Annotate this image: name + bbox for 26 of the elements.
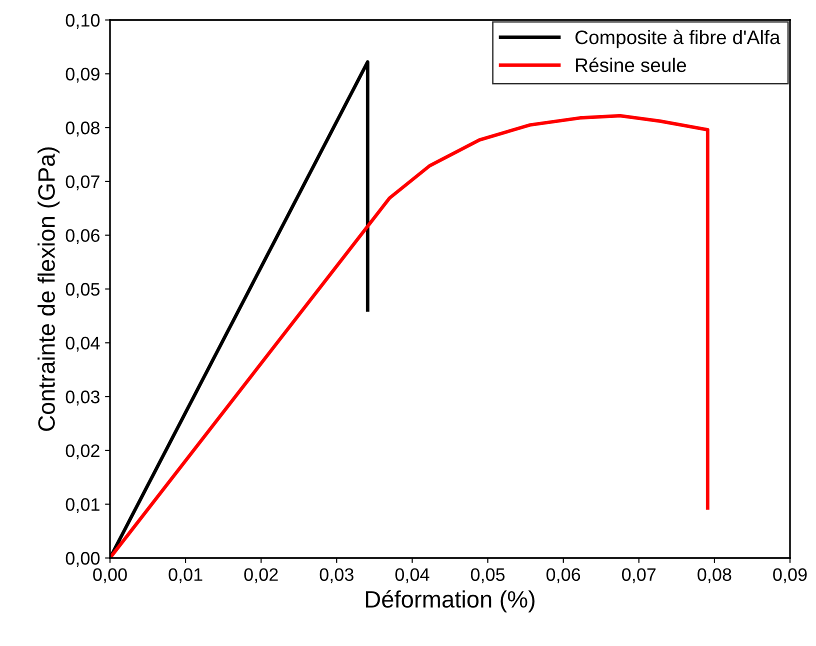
y-tick-label: 0,00: [66, 552, 100, 567]
x-tick-label: 0,09: [773, 568, 807, 584]
y-tick-label: 0,02: [66, 444, 100, 460]
y-tick-label: 0,05: [66, 282, 100, 298]
x-tick-label: 0,02: [244, 568, 278, 584]
y-axis-title: Contrainte de flexion (GPa): [38, 147, 60, 431]
x-tick-label: 0,06: [546, 568, 580, 584]
legend-label: Composite à fibre d'Alfa: [575, 30, 780, 48]
y-tick-label: 0,07: [66, 175, 100, 190]
y-tick-label: 0,06: [66, 229, 100, 244]
legend-label: Résine seule: [576, 58, 686, 72]
x-tick-label: 0,04: [395, 568, 430, 584]
x-tick-label: 0,05: [470, 568, 505, 584]
x-tick-label: 0,03: [320, 568, 354, 584]
line-series: [110, 114, 710, 558]
x-tick-label: 0,07: [622, 568, 656, 584]
y-tick-label: 0,10: [66, 14, 100, 29]
x-tick-label: 0,08: [698, 568, 732, 584]
y-tick-label: 0,08: [66, 122, 100, 136]
y-tick-label: 0,09: [66, 68, 100, 83]
x-tick-label: 0,01: [168, 568, 202, 584]
y-tick-label: 0,04: [66, 336, 100, 352]
x-axis-title: Déformation (%): [366, 590, 534, 612]
y-tick-label: 0,01: [66, 498, 100, 514]
y-tick-label: 0,03: [66, 390, 100, 406]
x-tick-label: 0,00: [93, 568, 127, 584]
